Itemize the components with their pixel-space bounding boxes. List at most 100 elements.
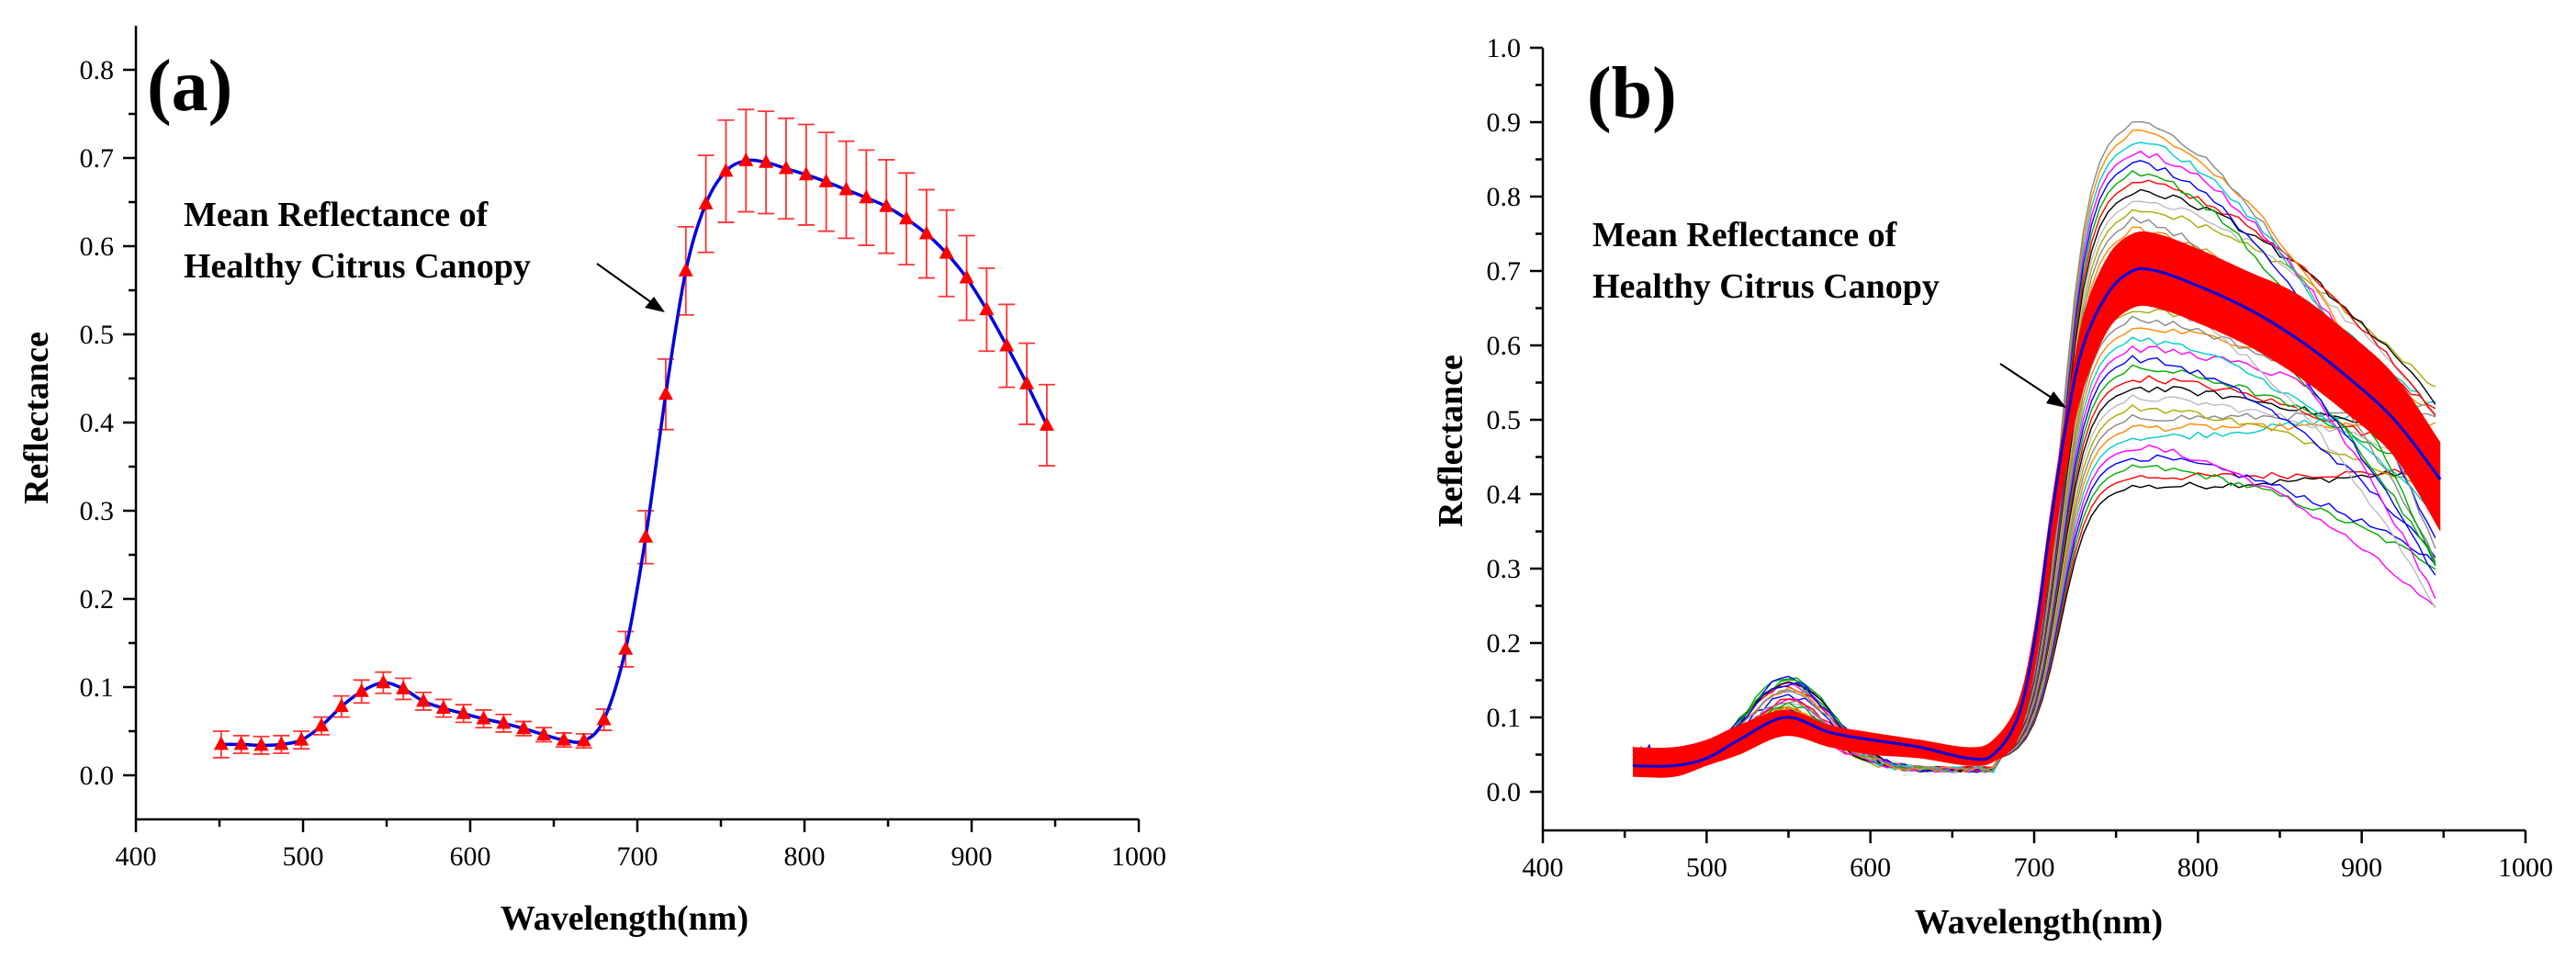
x-axis-title-a: Wavelength(nm) [501,899,748,938]
b-xtick-label: 800 [2177,852,2219,883]
panel-label-b: (b) [1587,53,1677,134]
annotation-arrow-b [1999,363,2066,408]
b-ytick-label: 0.2 [1487,628,1522,659]
annotation-line1-b: Mean Reflectance of [1592,216,1898,254]
a-xtick-label: 700 [617,841,658,872]
data-point-marker [979,301,995,316]
a-xtick-label: 500 [283,841,324,872]
data-point-marker [516,720,532,735]
chart-panel-a: 400 500 600 700 800 900 1000 0.0 0.1 0.2 0.3 0.4 0.5… [17,26,1166,938]
data-point-marker [759,153,774,168]
b-ytick-label: 0.1 [1487,703,1522,733]
data-point-marker [798,166,814,181]
b-xtick-label: 600 [1850,852,1891,883]
b-xtick-label: 700 [2014,852,2055,883]
b-ytick-label: 0.3 [1487,554,1522,584]
axes-frame-a [134,26,1139,821]
b-ytick-label: 0.0 [1487,777,1522,807]
b-ytick-label: 0.6 [1487,331,1522,361]
data-point-marker [959,269,974,284]
chart-panel-b: 400 500 600 700 800 900 1000 0.0 0.1 0.2 0.3 0.4 0.5… [1432,33,2553,942]
axis-ticks-a [123,68,1141,832]
data-point-marker [838,181,854,196]
a-xtick-label: 400 [116,841,157,872]
b-xtick-label: 500 [1686,852,1727,883]
data-point-marker [899,210,915,225]
data-point-marker [253,737,269,751]
tick-labels-b: 400 500 600 700 800 900 1000 0.0 0.1 0.2 0.3 0.4 0.5… [1487,33,2554,883]
data-point-marker [698,195,714,209]
b-ytick-label: 0.5 [1487,405,1522,435]
annotation-line1-a: Mean Reflectance of [184,196,489,234]
data-point-marker [476,710,491,725]
data-point-marker [536,726,552,740]
a-ytick-label: 0.0 [80,761,115,791]
data-point-marker [233,736,249,750]
data-point-marker [1039,416,1054,431]
b-ytick-label: 0.8 [1487,182,1522,212]
axes-frame-b [1541,48,2525,832]
data-point-marker [496,715,512,729]
a-ytick-label: 0.8 [80,55,115,85]
axis-ticks-b [1530,46,2527,843]
b-xtick-label: 1000 [2498,852,2553,883]
data-point-marker [999,337,1015,352]
y-axis-title-b: Reflectance [1432,355,1470,527]
b-xtick-label: 900 [2341,852,2382,883]
data-point-marker [456,705,471,719]
data-point-marker [354,683,369,697]
data-point-marker [778,160,793,175]
data-point-marker [939,244,954,259]
a-xtick-label: 900 [951,841,993,872]
data-point-marker [416,693,432,707]
a-xtick-label: 600 [450,841,491,872]
b-ytick-label: 0.4 [1487,480,1522,510]
data-point-marker [333,698,349,713]
mean-reflectance-line-b [1633,266,2442,768]
b-ytick-label: 0.9 [1487,107,1522,138]
data-point-marker [879,197,894,212]
a-ytick-label: 0.2 [80,584,115,615]
annotation-arrow-a [596,263,665,312]
a-xtick-label: 1000 [1111,841,1166,872]
data-point-marker [274,736,289,750]
data-point-marker [618,640,634,655]
data-point-marker [596,711,612,726]
data-point-marker [435,700,451,715]
data-point-marker [818,173,834,187]
a-ytick-label: 0.7 [80,143,115,174]
data-point-marker [718,163,734,177]
data-point-marker [396,680,411,694]
x-axis-title-b: Wavelength(nm) [1915,903,2163,942]
a-xtick-label: 800 [784,841,826,872]
data-point-marker [376,674,391,689]
data-point-marker [213,736,229,750]
a-ytick-label: 0.6 [80,231,115,262]
annotation-line2-b: Healthy Citrus Canopy [1592,267,1940,306]
a-ytick-label: 0.5 [80,320,115,350]
data-point-marker [678,262,693,276]
data-point-marker [314,717,330,732]
data-point-marker [638,528,654,543]
a-ytick-label: 0.4 [80,408,115,438]
b-ytick-label: 0.7 [1487,256,1522,287]
tick-labels-a: 400 500 600 700 800 900 1000 0.0 0.1 0.2 0.3 0.4 0.5… [80,55,1167,872]
data-point-marker [556,731,571,746]
data-point-marker [738,152,754,166]
b-xtick-label: 400 [1523,852,1564,883]
markers-a [213,152,1054,751]
sample-reflectance-curve [1632,401,2436,773]
a-ytick-label: 0.3 [80,496,115,526]
b-ytick-label: 1.0 [1487,33,1522,63]
data-point-marker [576,732,591,747]
data-point-marker [294,731,309,746]
panel-label-a: (a) [147,46,232,127]
data-point-marker [918,225,934,240]
a-ytick-label: 0.1 [80,672,115,703]
data-point-marker [859,189,874,204]
y-axis-title-a: Reflectance [17,332,56,504]
data-point-marker [658,386,673,401]
data-point-marker [1019,375,1035,389]
annotation-line2-a: Healthy Citrus Canopy [184,247,531,286]
